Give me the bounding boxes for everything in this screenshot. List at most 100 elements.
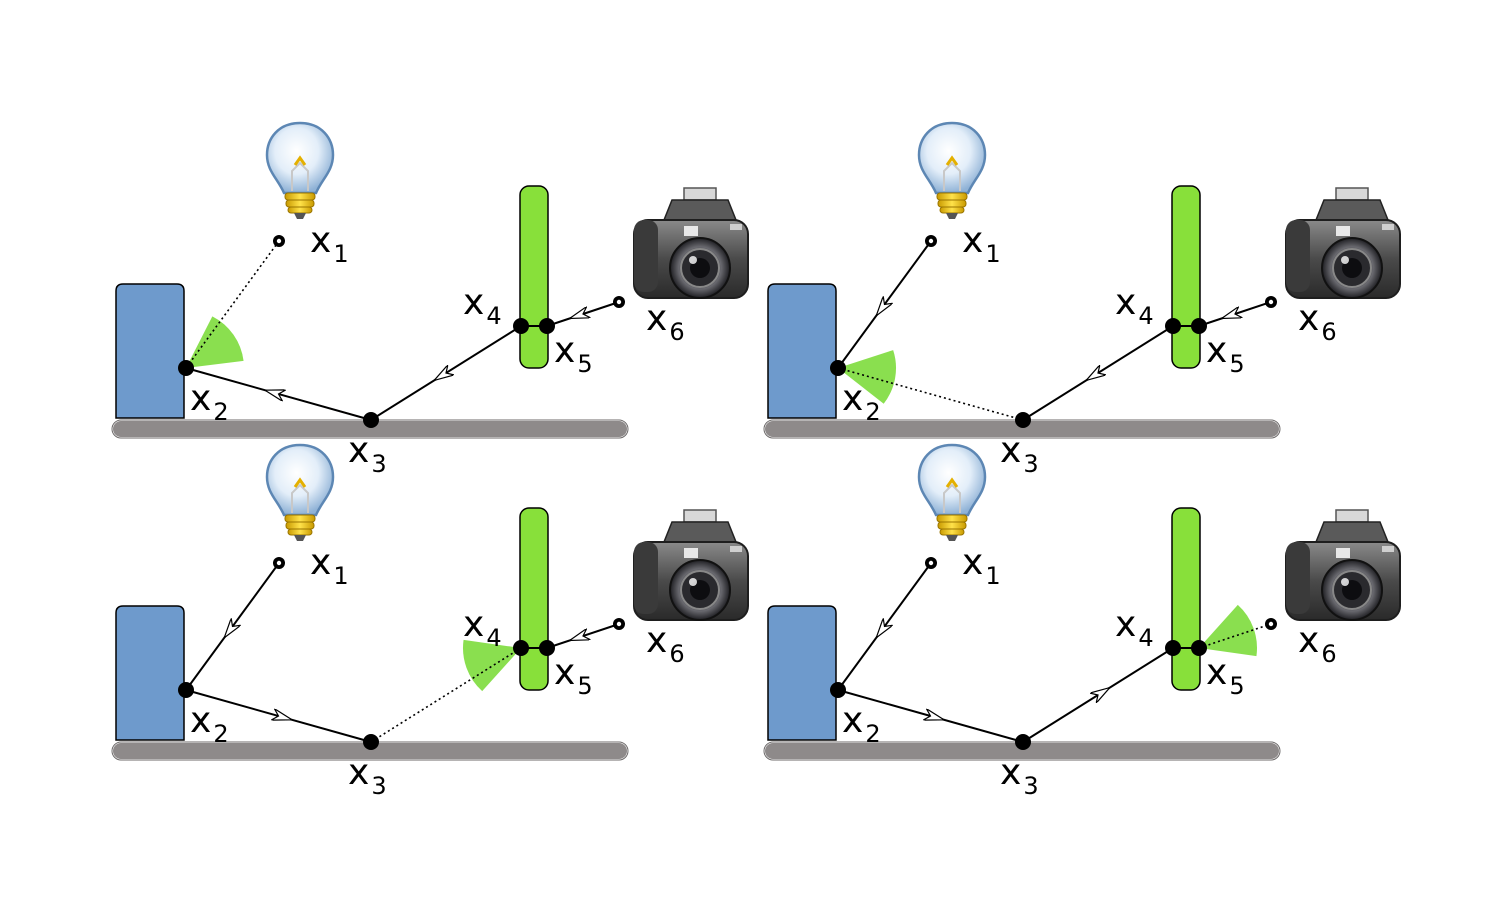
light-bulb-icon [265,121,335,221]
path-segment-x1-x2 [837,562,932,691]
vertex-x5 [1191,640,1207,656]
path-segment-x3-x4 [370,325,522,421]
label-x1-subscript: 1 [333,240,348,268]
label-x1: x1 [310,542,349,590]
vertex-x1-center [276,560,282,566]
label-x4-base: x [1115,282,1136,323]
label-x2-base: x [842,700,863,741]
label-x1-base: x [962,542,983,583]
vertex-x2 [178,682,194,698]
label-x4: x4 [463,604,502,652]
green-thin-occluder [1171,185,1201,369]
vertex-x6-center [616,621,622,627]
label-x1: x1 [962,542,1001,590]
label-x2-subscript: 2 [213,398,228,426]
path-segment-x2-x3 [837,367,1024,421]
label-x4: x4 [1115,604,1154,652]
label-x1-subscript: 1 [985,240,1000,268]
path-segment-x1-x2 [185,562,280,691]
path-segment-x3-x4 [1022,325,1174,421]
label-x4-base: x [1115,604,1136,645]
vertex-x6-center [1268,621,1274,627]
label-x5-base: x [1206,330,1227,371]
label-x5-subscript: 5 [577,350,592,378]
path-segment-x3-x4 [370,647,522,743]
label-x2: x2 [190,700,229,748]
light-bulb-icon [265,443,335,543]
blue-occluder-block [115,283,185,419]
label-x2: x2 [842,378,881,426]
label-x2-subscript: 2 [865,398,880,426]
blue-occluder-block [767,283,837,419]
sampling-cone [1199,604,1257,657]
label-x6-subscript: 6 [669,640,684,668]
path-segment-x5-x6 [1198,301,1272,327]
label-x2-base: x [842,378,863,419]
label-x3-base: x [1000,430,1021,471]
label-x6-subscript: 6 [669,318,684,346]
label-x6-subscript: 6 [1321,640,1336,668]
blue-occluder-block [115,605,185,741]
path-segment-x1-x2 [185,240,280,369]
camera-icon [1285,187,1401,299]
vertex-x1-center [276,238,282,244]
camera-icon [633,187,749,299]
vertex-x3 [363,734,379,750]
label-x4-subscript: 4 [1138,302,1153,330]
vertex-x4 [1165,318,1181,334]
label-x1-subscript: 1 [985,562,1000,590]
label-x5-subscript: 5 [577,672,592,700]
label-x3-subscript: 3 [371,772,386,800]
camera-icon [633,509,749,621]
label-x4-subscript: 4 [486,302,501,330]
vertex-x4 [1165,640,1181,656]
label-x3-base: x [348,752,369,793]
label-x1-subscript: 1 [333,562,348,590]
label-x6-base: x [1298,620,1319,661]
path-segment-x5-x6 [546,301,620,327]
label-x1-base: x [962,220,983,261]
label-x3-base: x [1000,752,1021,793]
label-x5-base: x [554,330,575,371]
camera-icon [1285,509,1401,621]
path-segment-x1-x2 [837,240,932,369]
vertex-x4 [513,318,529,334]
label-x1: x1 [310,220,349,268]
blue-occluder-block [767,605,837,741]
vertex-x6-center [616,299,622,305]
vertex-x6-center [1268,299,1274,305]
label-x6: x6 [1298,620,1337,668]
label-x5: x5 [1206,652,1245,700]
path-segment-x5-x6 [546,623,620,649]
path-segment-x3-x4 [1022,647,1174,743]
label-x1-base: x [310,220,331,261]
label-x4-base: x [463,282,484,323]
label-x6: x6 [646,298,685,346]
green-thin-occluder [519,185,549,369]
label-x2: x2 [190,378,229,426]
label-x6-base: x [646,620,667,661]
vertex-x5 [539,318,555,334]
label-x3: x3 [348,752,387,800]
label-x5: x5 [1206,330,1245,378]
label-x2-base: x [190,378,211,419]
light-bulb-icon [917,121,987,221]
vertex-x2 [178,360,194,376]
sampling-cone [186,316,244,368]
label-x4-subscript: 4 [486,624,501,652]
label-x1-base: x [310,542,331,583]
label-x2-subscript: 2 [865,720,880,748]
label-x6: x6 [1298,298,1337,346]
vertex-x2 [830,360,846,376]
label-x2-subscript: 2 [213,720,228,748]
label-x3-subscript: 3 [1023,772,1038,800]
label-x6-base: x [1298,298,1319,339]
vertex-x3 [1015,412,1031,428]
label-x3-subscript: 3 [371,450,386,478]
label-x4: x4 [1115,282,1154,330]
label-x3: x3 [348,430,387,478]
label-x5-subscript: 5 [1229,672,1244,700]
